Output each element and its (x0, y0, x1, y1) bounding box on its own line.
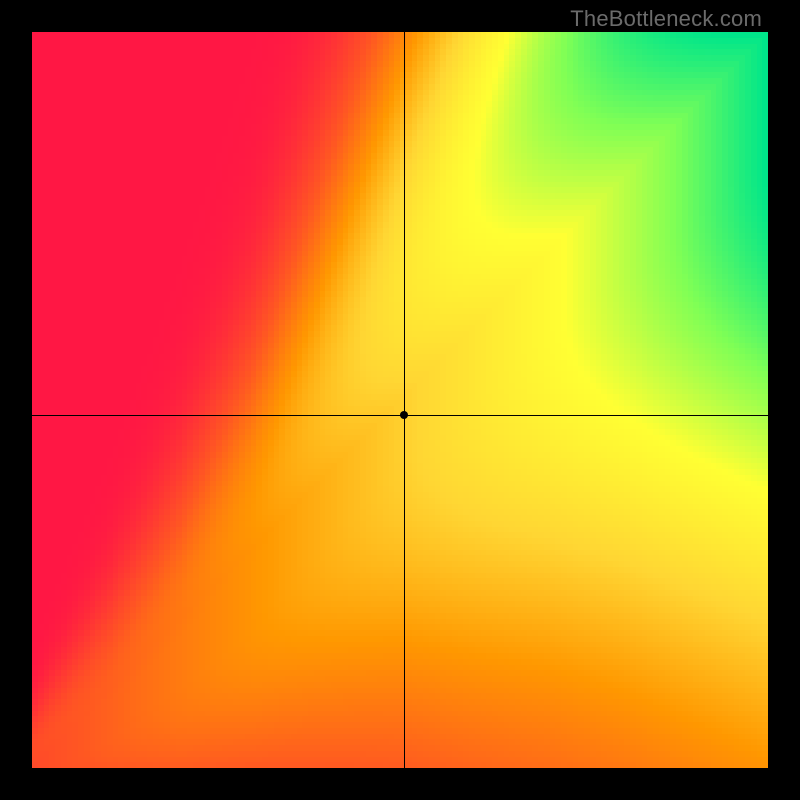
image-frame: TheBottleneck.com (0, 0, 800, 800)
heatmap-canvas (32, 32, 768, 768)
heatmap-plot (32, 32, 768, 768)
watermark-text: TheBottleneck.com (570, 6, 762, 32)
